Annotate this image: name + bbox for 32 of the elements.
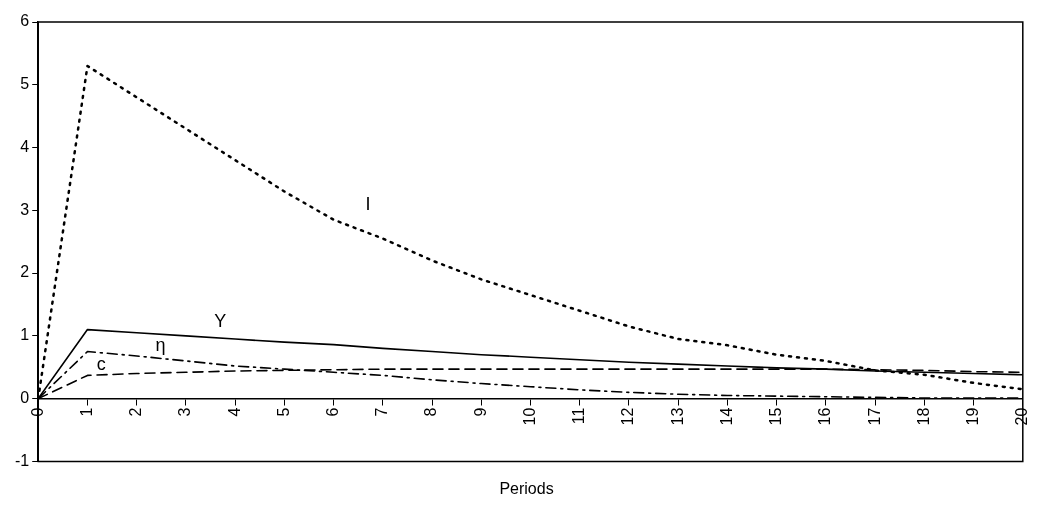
y-tick-label: 4: [20, 137, 30, 155]
y-tick-label: 5: [20, 75, 30, 93]
y-tick-label: 2: [20, 263, 30, 281]
series-label: c: [96, 354, 106, 374]
y-tick-label: 3: [20, 200, 30, 218]
x-tick-label: 9: [471, 407, 489, 417]
x-tick-label: 8: [422, 407, 440, 417]
x-tick-label: 6: [324, 407, 341, 417]
x-tick-label: 16: [816, 407, 834, 426]
x-tick-label: 5: [274, 407, 292, 417]
x-tick-label: 15: [767, 407, 785, 426]
x-tick-label: 2: [127, 407, 145, 417]
x-tick-label: 11: [570, 407, 588, 425]
x-tick-label: 19: [963, 407, 981, 426]
x-tick-label: 4: [225, 407, 243, 417]
x-tick-label: 12: [619, 407, 637, 426]
y-tick-label: -1: [14, 451, 30, 469]
series-label: I: [365, 193, 371, 214]
x-tick-label: 18: [914, 407, 932, 426]
x-tick-label: 10: [520, 407, 538, 426]
series-label: Y: [214, 311, 227, 332]
y-tick-label: 1: [20, 326, 30, 344]
series-label: η: [155, 334, 166, 355]
x-tick-label: 14: [717, 407, 735, 426]
x-tick-label: 1: [77, 407, 95, 417]
x-tick-label: 13: [668, 407, 686, 426]
y-tick-label: 6: [20, 12, 30, 30]
x-tick-label: 17: [865, 407, 883, 426]
x-tick-label: 3: [176, 407, 194, 417]
x-tick-label: 20: [1013, 407, 1031, 426]
x-axis-title: Periods: [498, 480, 555, 498]
x-tick-label: 7: [373, 407, 391, 417]
